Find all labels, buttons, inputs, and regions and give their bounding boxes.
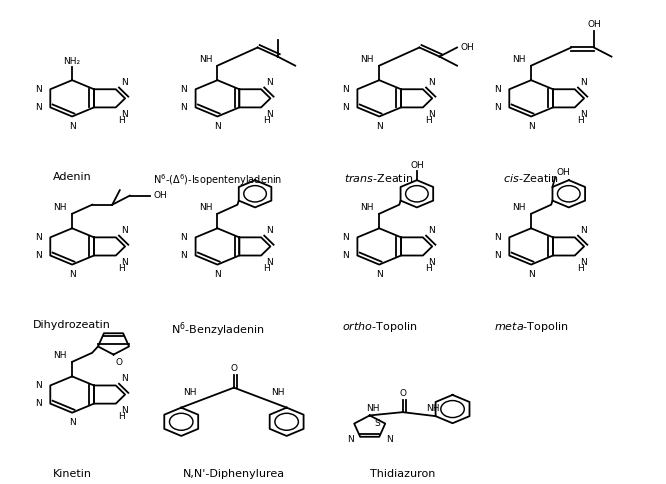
Text: N: N xyxy=(342,233,349,242)
Text: H: H xyxy=(118,116,125,125)
Text: N: N xyxy=(347,435,354,444)
Text: N: N xyxy=(35,85,42,94)
Text: S: S xyxy=(374,419,380,428)
Text: N,N'-Diphenylurea: N,N'-Diphenylurea xyxy=(183,469,285,479)
Text: NH: NH xyxy=(198,55,212,64)
Text: N: N xyxy=(121,374,128,383)
Text: O: O xyxy=(230,363,238,373)
Text: O: O xyxy=(399,389,406,398)
Text: N: N xyxy=(266,78,273,87)
Text: N: N xyxy=(266,258,273,267)
Text: N: N xyxy=(527,122,535,131)
Text: N: N xyxy=(494,85,501,94)
Text: H: H xyxy=(118,412,125,421)
Text: N: N xyxy=(121,226,128,235)
Text: N: N xyxy=(69,271,75,279)
Text: N: N xyxy=(376,271,382,279)
Text: H: H xyxy=(118,264,125,273)
Text: NH: NH xyxy=(426,404,439,413)
Text: N: N xyxy=(494,251,501,260)
Text: N: N xyxy=(580,226,587,235)
Text: NH: NH xyxy=(512,55,526,64)
Text: N: N xyxy=(428,226,435,235)
Text: N: N xyxy=(69,419,75,427)
Text: N: N xyxy=(214,122,221,131)
Text: N$^6$-($\Delta^6$)-Isopentenyladenin: N$^6$-($\Delta^6$)-Isopentenyladenin xyxy=(153,172,282,188)
Text: NH₂: NH₂ xyxy=(63,57,81,66)
Text: H: H xyxy=(263,116,270,125)
Text: N: N xyxy=(121,258,128,267)
Text: H: H xyxy=(425,116,432,125)
Text: N: N xyxy=(342,251,349,260)
Text: N: N xyxy=(35,251,42,260)
Text: N: N xyxy=(342,85,349,94)
Text: OH: OH xyxy=(556,168,570,177)
Text: Dihydrozeatin: Dihydrozeatin xyxy=(33,320,111,331)
Text: N: N xyxy=(580,78,587,87)
Text: NH: NH xyxy=(360,55,374,64)
Text: N: N xyxy=(428,110,435,119)
Text: NH: NH xyxy=(271,388,284,397)
Text: N: N xyxy=(121,406,128,415)
Text: N: N xyxy=(35,233,42,242)
Text: N: N xyxy=(342,103,349,112)
Text: H: H xyxy=(425,264,432,273)
Text: Thidiazuron: Thidiazuron xyxy=(370,469,435,479)
Text: N: N xyxy=(180,103,187,112)
Text: N: N xyxy=(35,103,42,112)
Text: OH: OH xyxy=(460,43,474,52)
Text: $\it{ortho}$-Topolin: $\it{ortho}$-Topolin xyxy=(342,320,417,334)
Text: H: H xyxy=(577,116,583,125)
Text: N: N xyxy=(580,258,587,267)
Text: $\it{cis}$-Zeatin: $\it{cis}$-Zeatin xyxy=(503,172,559,184)
Text: OH: OH xyxy=(410,161,424,170)
Text: $\it{trans}$-Zeatin: $\it{trans}$-Zeatin xyxy=(344,172,414,184)
Text: NH: NH xyxy=(512,203,526,212)
Text: N: N xyxy=(35,381,42,390)
Text: Kinetin: Kinetin xyxy=(53,469,92,479)
Text: N: N xyxy=(428,78,435,87)
Text: N: N xyxy=(180,251,187,260)
Text: N: N xyxy=(527,271,535,279)
Text: NH: NH xyxy=(53,351,67,361)
Text: N: N xyxy=(494,233,501,242)
Text: N$^6$-Benzyladenin: N$^6$-Benzyladenin xyxy=(170,320,264,339)
Text: N: N xyxy=(266,226,273,235)
Text: N: N xyxy=(494,103,501,112)
Text: N: N xyxy=(386,435,393,444)
Text: NH: NH xyxy=(198,203,212,212)
Text: N: N xyxy=(69,122,75,131)
Text: OH: OH xyxy=(153,191,167,200)
Text: NH: NH xyxy=(360,203,374,212)
Text: O: O xyxy=(115,359,123,367)
Text: N: N xyxy=(121,110,128,119)
Text: NH: NH xyxy=(366,404,380,413)
Text: NH: NH xyxy=(53,203,67,212)
Text: N: N xyxy=(428,258,435,267)
Text: N: N xyxy=(580,110,587,119)
Text: NH: NH xyxy=(184,388,197,397)
Text: N: N xyxy=(266,110,273,119)
Text: OH: OH xyxy=(587,20,601,29)
Text: N: N xyxy=(376,122,382,131)
Text: H: H xyxy=(263,264,270,273)
Text: N: N xyxy=(121,78,128,87)
Text: H: H xyxy=(577,264,583,273)
Text: Adenin: Adenin xyxy=(53,172,91,182)
Text: $\it{meta}$-Topolin: $\it{meta}$-Topolin xyxy=(494,320,569,334)
Text: N: N xyxy=(180,85,187,94)
Text: N: N xyxy=(180,233,187,242)
Text: N: N xyxy=(214,271,221,279)
Text: N: N xyxy=(35,399,42,408)
